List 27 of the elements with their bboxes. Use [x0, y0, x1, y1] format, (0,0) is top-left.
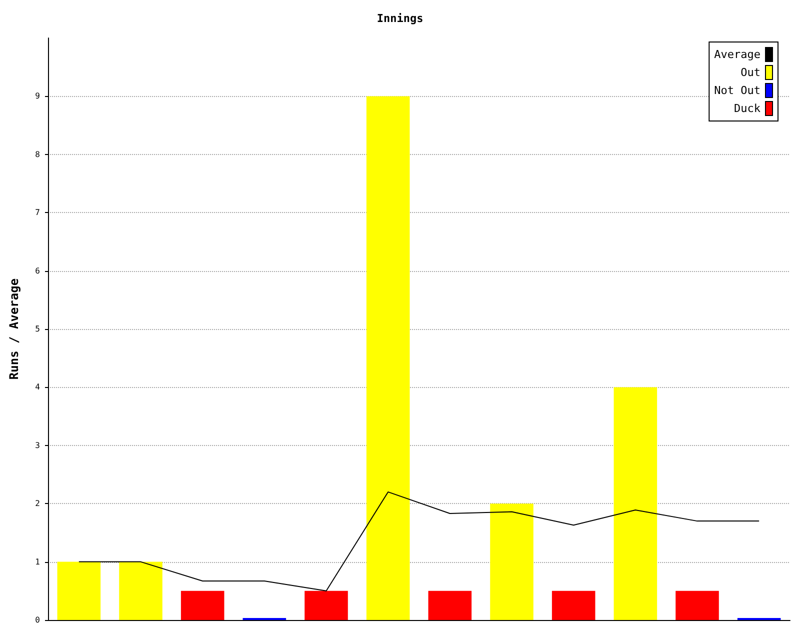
bar — [552, 590, 596, 620]
bar — [366, 96, 410, 620]
y-tick-label: 6 — [35, 266, 40, 276]
legend-label: Duck — [734, 102, 761, 115]
y-tick-label: 9 — [35, 92, 40, 101]
y-tick-label: 0 — [35, 616, 40, 624]
y-tick-label: 3 — [35, 440, 40, 450]
y-tick-label: 8 — [35, 150, 40, 159]
legend-label: Not Out — [714, 84, 760, 97]
bar — [428, 590, 472, 620]
bar — [304, 590, 348, 620]
y-tick-label: 4 — [35, 382, 40, 392]
y-tick-label: 1 — [35, 557, 40, 566]
bar — [490, 504, 534, 620]
bar — [614, 387, 658, 620]
line-series — [78, 491, 760, 592]
y-tick-label: 5 — [35, 324, 40, 334]
bar — [180, 590, 224, 620]
y-tick-label: 7 — [35, 208, 40, 218]
legend-label: Average — [714, 48, 760, 61]
y-tick-label: 2 — [35, 499, 40, 508]
y-axis-title: Runs / Average — [7, 278, 21, 380]
bar — [119, 562, 162, 620]
chart-title: Innings — [376, 12, 424, 25]
bar — [57, 562, 101, 620]
legend-label: Out — [740, 66, 760, 79]
bar — [676, 590, 719, 620]
